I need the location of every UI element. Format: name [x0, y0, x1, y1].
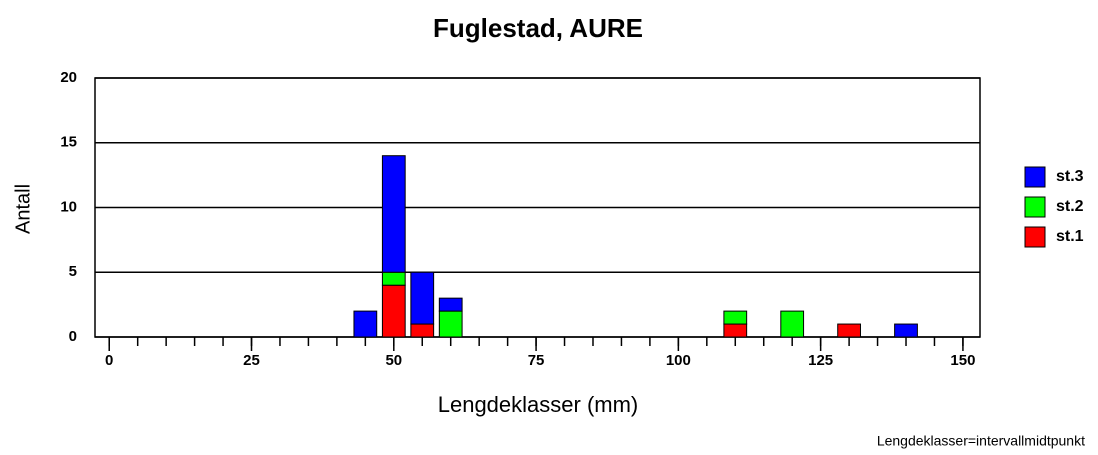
bar-segment — [381, 284, 406, 338]
y-tick-label: 20 — [60, 69, 77, 86]
x-tick-label: 50 — [385, 352, 402, 369]
x-tick-label: 100 — [666, 352, 691, 369]
legend-label: st.1 — [1056, 228, 1084, 245]
y-tick-label: 5 — [69, 263, 77, 280]
bar-segment — [438, 297, 463, 312]
legend-swatch — [1024, 166, 1046, 188]
legend-label: st.2 — [1056, 198, 1084, 215]
x-tick-label: 125 — [808, 352, 833, 369]
bar-segment — [381, 271, 406, 286]
note: Lengdeklasser=intervallmidtpunkt — [877, 433, 1085, 449]
y-tick-label: 15 — [60, 134, 77, 151]
chart-title: Fuglestad, AURE — [433, 13, 643, 43]
x-tick-label: 150 — [950, 352, 975, 369]
bar-segment — [438, 310, 463, 338]
bar-segment — [837, 323, 861, 338]
x-axis-label: Lengdeklasser (mm) — [438, 392, 639, 417]
bar-segment — [381, 155, 406, 273]
x-tick-label: 0 — [105, 352, 113, 369]
y-tick-label: 10 — [60, 198, 77, 215]
bar-segment — [894, 323, 918, 338]
bar-segment — [410, 271, 435, 325]
x-tick-label: 25 — [243, 352, 260, 369]
bar-segment — [780, 310, 805, 338]
x-tick-label: 75 — [528, 352, 545, 369]
bar-segment — [410, 323, 435, 338]
plot-frame — [94, 77, 981, 338]
bar-segment — [723, 310, 748, 325]
legend-label: st.3 — [1056, 168, 1084, 185]
y-axis-label: Antall — [12, 184, 34, 234]
legend-swatch — [1024, 226, 1046, 248]
bar-segment — [723, 323, 748, 338]
y-tick-label: 0 — [69, 328, 77, 345]
legend-swatch — [1024, 196, 1046, 218]
bar-segment — [353, 310, 378, 338]
